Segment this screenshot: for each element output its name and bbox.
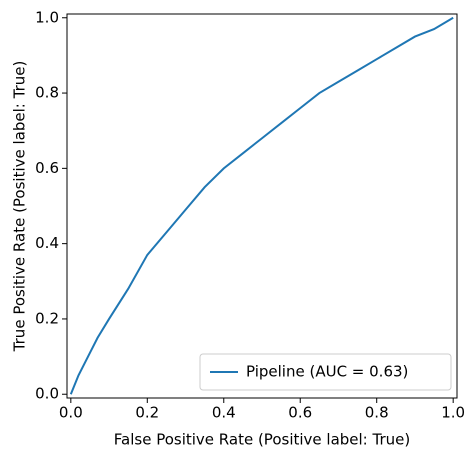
- y-tick-label: 0.8: [35, 84, 59, 102]
- y-tick-label: 0.4: [35, 234, 59, 252]
- y-tick-label: 0.2: [35, 309, 59, 327]
- x-axis-label: False Positive Rate (Positive label: Tru…: [114, 431, 410, 449]
- y-axis-label: True Positive Rate (Positive label: True…: [11, 61, 29, 353]
- y-tick-label: 0.6: [35, 159, 59, 177]
- legend-box: [199, 353, 452, 391]
- x-tick-label: 0.6: [288, 404, 312, 422]
- x-tick-label: 0.4: [212, 404, 236, 422]
- legend-label: Pipeline (AUC = 0.63): [246, 363, 408, 381]
- y-tick-label: 0.0: [35, 385, 59, 403]
- plot-frame: [66, 13, 458, 399]
- x-tick-label: 0.2: [135, 404, 159, 422]
- y-tick-label: 1.0: [35, 8, 59, 26]
- roc-curve: [69, 16, 454, 395]
- x-tick-label: 0.8: [365, 404, 389, 422]
- x-tick-label: 0.0: [59, 404, 83, 422]
- x-tick-label: 1.0: [441, 404, 465, 422]
